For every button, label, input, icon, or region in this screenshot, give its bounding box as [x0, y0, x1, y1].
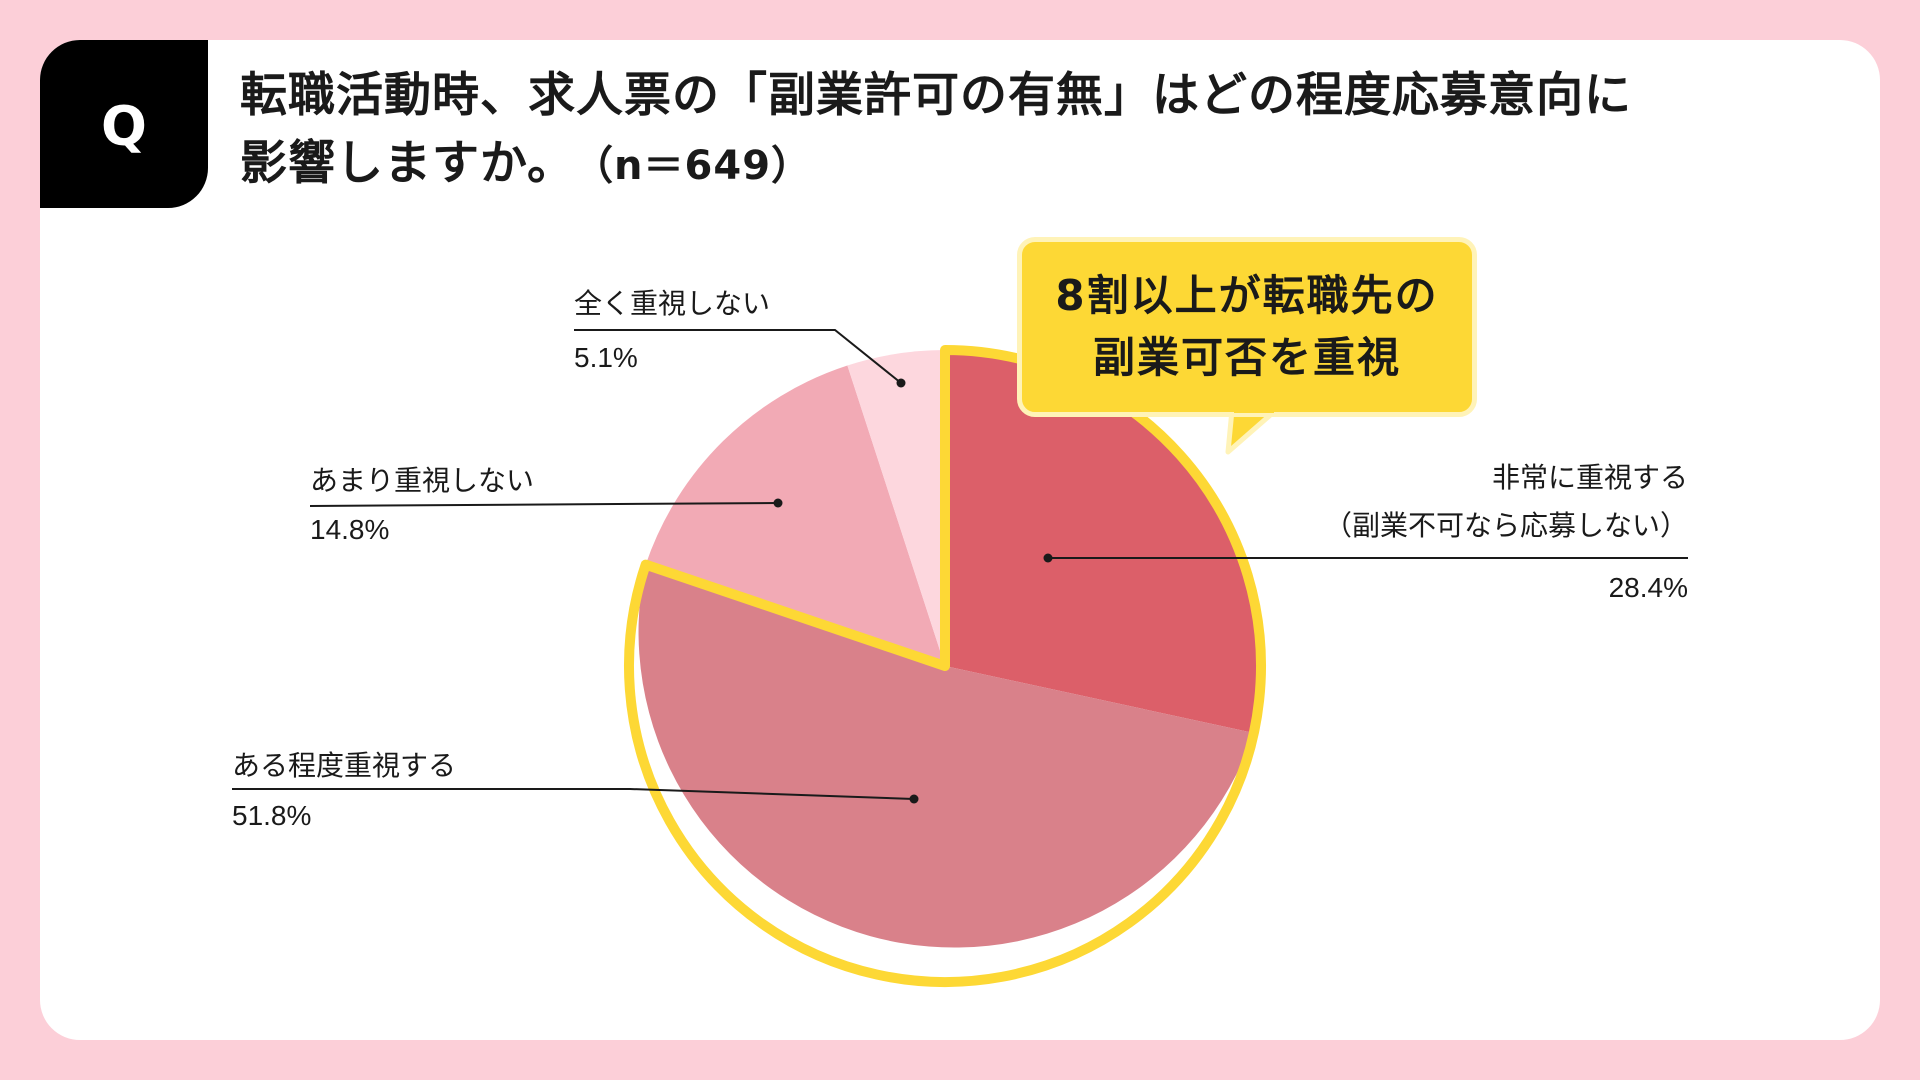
- leader-dots: [773, 378, 1053, 804]
- dot-not-at-all: [896, 378, 906, 388]
- label-not-much: あまり重視しない: [310, 464, 535, 497]
- label-not-at-all: 全く重視しない: [574, 287, 771, 320]
- label-very-sub: （副業不可なら応募しない）: [1323, 509, 1688, 542]
- dot-very: [1043, 553, 1053, 563]
- pct-not-much: 14.8%: [310, 514, 390, 545]
- pct-somewhat: 51.8%: [232, 800, 312, 831]
- slice-not-at-all: [847, 350, 945, 666]
- title-line-2: 影響しますか。 （n＝649）: [240, 130, 1800, 200]
- label-very: 非常に重視する: [1491, 461, 1688, 494]
- callout-tail-seam: [1234, 405, 1274, 413]
- highlight-outline: [623, 345, 1266, 987]
- dot-somewhat: [909, 794, 919, 804]
- sample-size: （n＝649）: [593, 143, 813, 189]
- dot-not-much: [773, 498, 783, 508]
- pct-not-at-all: 5.1%: [574, 342, 638, 373]
- title-line-1: 転職活動時、求人票の「副業許可の有無」はどの程度応募意向に: [240, 68, 1632, 123]
- slice-not-much: [645, 365, 945, 666]
- slice-very: [945, 350, 1261, 733]
- callout-line-2: 副業可否を重視: [1092, 333, 1401, 382]
- question-badge: Q: [40, 40, 208, 208]
- question-badge-label: Q: [101, 94, 147, 158]
- leader-line-not-much: [309, 502, 779, 507]
- label-somewhat: ある程度重視する: [232, 749, 457, 782]
- callout-line-1: 8割以上が転職先の: [1055, 271, 1439, 320]
- callout-bubble: 8割以上が転職先の 副業可否を重視: [1017, 237, 1477, 417]
- leader-lines: [232, 329, 1688, 800]
- leader-line-not-at-all: [574, 329, 902, 384]
- title-line-2-text: 影響しますか。: [240, 136, 576, 191]
- pct-very: 28.4%: [1608, 572, 1688, 603]
- slice-somewhat: [638, 564, 1254, 948]
- chart-title: 転職活動時、求人票の「副業許可の有無」はどの程度応募意向に 影響しますか。 （n＝…: [240, 62, 1800, 200]
- leader-line-somewhat: [232, 788, 915, 800]
